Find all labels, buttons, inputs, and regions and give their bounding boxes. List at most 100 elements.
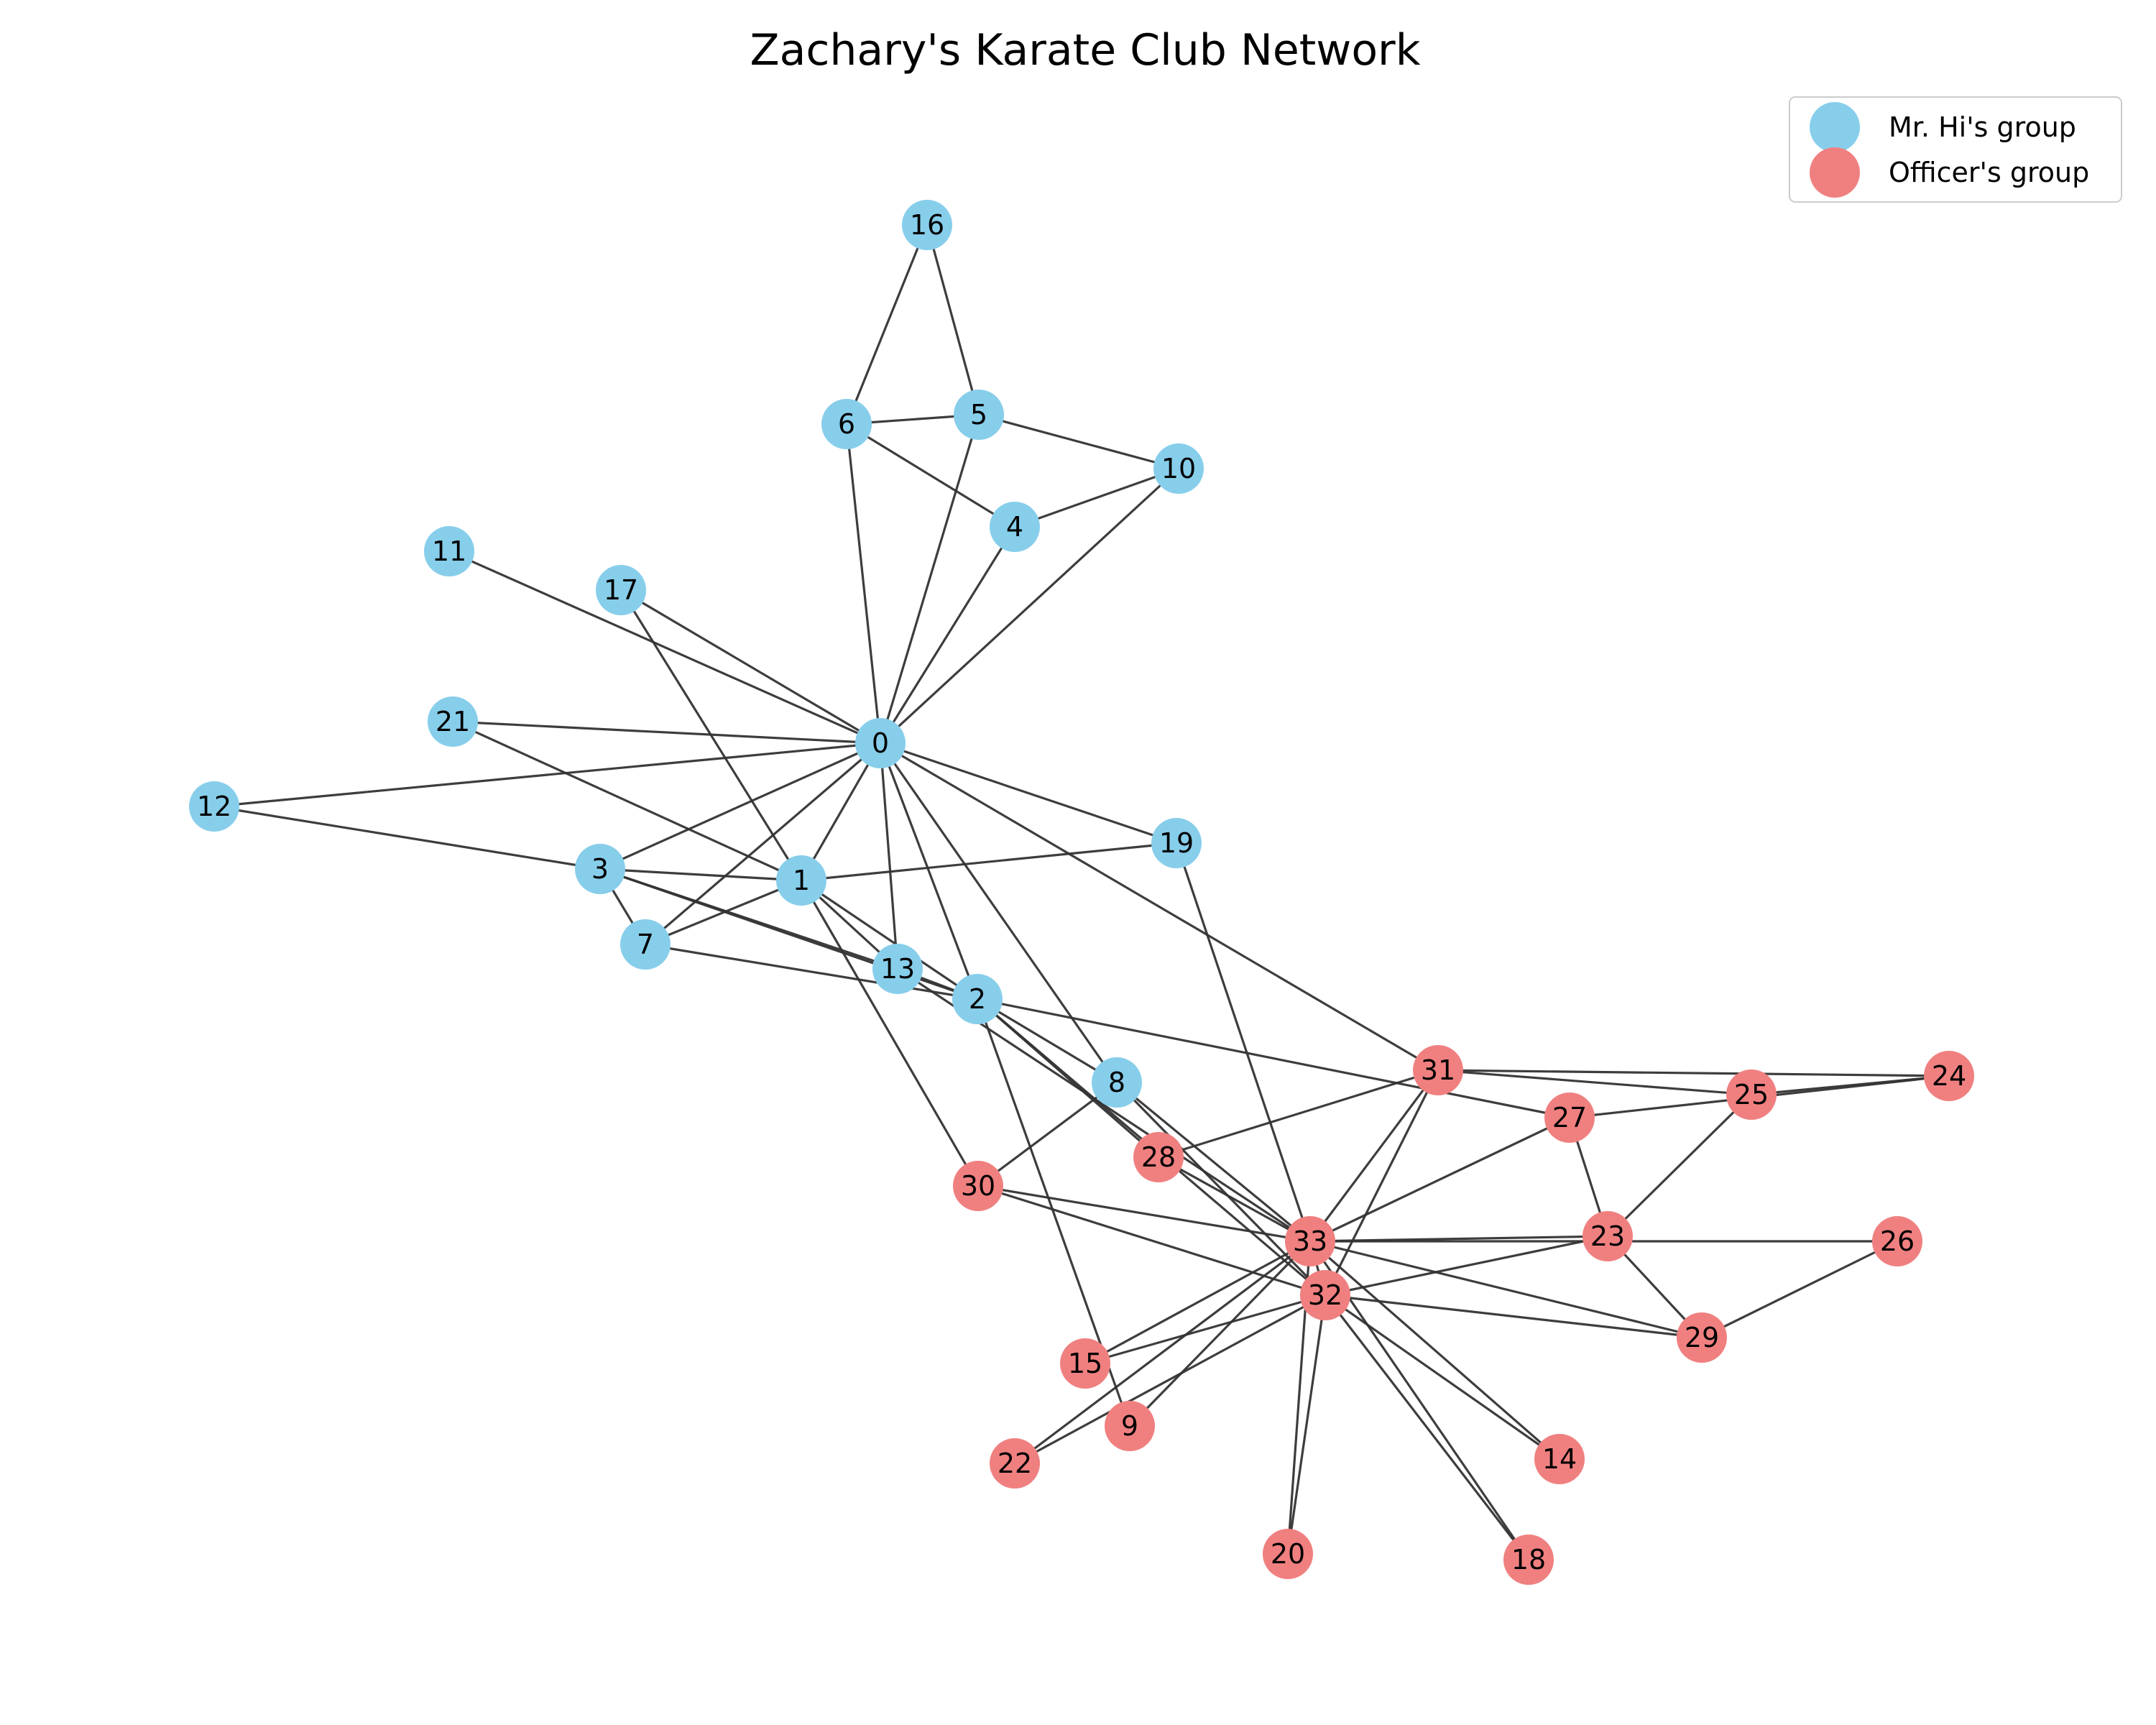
edge-24-31 xyxy=(1437,1069,1950,1077)
node-19: 19 xyxy=(1151,818,1202,868)
node-24: 24 xyxy=(1924,1051,1974,1101)
edge-15-33 xyxy=(1084,1240,1311,1365)
node-circle-5 xyxy=(954,390,1004,440)
node-circle-8 xyxy=(1092,1057,1142,1108)
edge-15-32 xyxy=(1084,1294,1326,1365)
node-3: 3 xyxy=(575,844,625,894)
edge-3-13 xyxy=(599,868,898,970)
edge-4-6 xyxy=(846,423,1015,528)
node-29: 29 xyxy=(1677,1312,1727,1363)
edge-29-32 xyxy=(1325,1294,1703,1339)
edge-0-1 xyxy=(800,742,882,881)
edge-6-16 xyxy=(845,224,929,425)
edge-28-31 xyxy=(1158,1069,1439,1159)
edge-14-33 xyxy=(1309,1240,1561,1460)
legend-label-hi: Mr. Hi's group xyxy=(1889,111,2076,143)
edge-25-31 xyxy=(1437,1069,1752,1096)
node-label-15: 15 xyxy=(1068,1348,1102,1379)
node-label-6: 6 xyxy=(838,408,855,440)
node-label-19: 19 xyxy=(1159,827,1194,859)
edge-1-30 xyxy=(800,880,980,1187)
node-label-25: 25 xyxy=(1734,1079,1769,1110)
node-20: 20 xyxy=(1263,1529,1313,1579)
node-circle-19 xyxy=(1151,818,1202,868)
edge-0-19 xyxy=(880,742,1177,845)
node-28: 28 xyxy=(1133,1132,1184,1182)
node-4: 4 xyxy=(990,502,1040,552)
node-circle-15 xyxy=(1060,1338,1110,1389)
node-circle-13 xyxy=(872,944,923,994)
node-16: 16 xyxy=(902,200,952,250)
node-26: 26 xyxy=(1872,1216,1922,1266)
node-circle-28 xyxy=(1133,1132,1184,1182)
node-0: 0 xyxy=(855,718,906,768)
node-8: 8 xyxy=(1092,1057,1142,1108)
node-label-27: 27 xyxy=(1552,1102,1587,1133)
node-circle-17 xyxy=(596,565,646,615)
legend-marker-hi xyxy=(1810,102,1860,152)
node-circle-32 xyxy=(1300,1270,1350,1320)
node-circle-25 xyxy=(1726,1070,1777,1120)
edge-31-32 xyxy=(1324,1070,1439,1296)
node-21: 21 xyxy=(428,696,478,747)
node-circle-30 xyxy=(953,1161,1003,1211)
node-label-26: 26 xyxy=(1880,1225,1915,1257)
node-layer: 0123456789101112131415161718192021222324… xyxy=(189,200,1974,1585)
edge-1-21 xyxy=(452,720,802,882)
legend-frame xyxy=(1789,96,2122,203)
node-label-20: 20 xyxy=(1271,1538,1305,1570)
edge-1-3 xyxy=(599,868,802,882)
node-14: 14 xyxy=(1534,1434,1585,1484)
node-label-31: 31 xyxy=(1421,1054,1455,1086)
legend-label-officer: Officer's group xyxy=(1889,157,2089,188)
edge-19-33 xyxy=(1175,842,1312,1242)
node-circle-18 xyxy=(1503,1535,1554,1585)
node-18: 18 xyxy=(1503,1535,1554,1585)
node-circle-16 xyxy=(902,200,952,250)
node-label-33: 33 xyxy=(1293,1225,1327,1257)
node-30: 30 xyxy=(953,1161,1003,1211)
node-23: 23 xyxy=(1583,1211,1633,1261)
edge-layer xyxy=(213,224,1950,1560)
edge-0-21 xyxy=(452,720,881,745)
edge-0-6 xyxy=(845,423,882,744)
node-label-12: 12 xyxy=(197,791,231,822)
edge-18-32 xyxy=(1324,1294,1530,1560)
node-label-7: 7 xyxy=(637,929,654,960)
node-label-4: 4 xyxy=(1006,511,1023,543)
edge-2-7 xyxy=(645,943,978,1000)
node-label-17: 17 xyxy=(604,574,638,606)
node-label-21: 21 xyxy=(436,706,470,737)
edge-22-32 xyxy=(1014,1294,1326,1465)
node-label-11: 11 xyxy=(432,535,466,567)
node-label-5: 5 xyxy=(970,399,987,431)
node-circle-20 xyxy=(1263,1529,1313,1579)
edge-2-27 xyxy=(977,998,1570,1119)
edge-0-7 xyxy=(644,742,882,946)
node-label-2: 2 xyxy=(969,983,986,1015)
edge-29-33 xyxy=(1309,1240,1703,1339)
node-circle-29 xyxy=(1677,1312,1727,1363)
edge-8-32 xyxy=(1115,1081,1327,1297)
edge-9-33 xyxy=(1128,1240,1312,1427)
edge-1-17 xyxy=(619,589,803,881)
edge-30-32 xyxy=(977,1184,1326,1297)
node-circle-23 xyxy=(1583,1211,1633,1261)
edge-0-13 xyxy=(879,742,899,970)
node-circle-7 xyxy=(620,919,671,970)
edge-20-32 xyxy=(1286,1294,1327,1555)
edge-1-2 xyxy=(801,879,978,1000)
edge-0-2 xyxy=(879,742,979,1000)
edge-0-31 xyxy=(880,742,1439,1072)
node-circle-9 xyxy=(1105,1401,1155,1451)
node-6: 6 xyxy=(821,399,872,449)
node-label-30: 30 xyxy=(961,1170,995,1202)
node-22: 22 xyxy=(990,1438,1040,1489)
edge-8-33 xyxy=(1115,1081,1312,1243)
node-11: 11 xyxy=(424,526,474,576)
node-label-14: 14 xyxy=(1542,1443,1577,1475)
edge-4-10 xyxy=(1014,467,1179,528)
node-2: 2 xyxy=(952,974,1003,1024)
node-label-28: 28 xyxy=(1141,1141,1176,1173)
node-circle-6 xyxy=(821,399,872,449)
